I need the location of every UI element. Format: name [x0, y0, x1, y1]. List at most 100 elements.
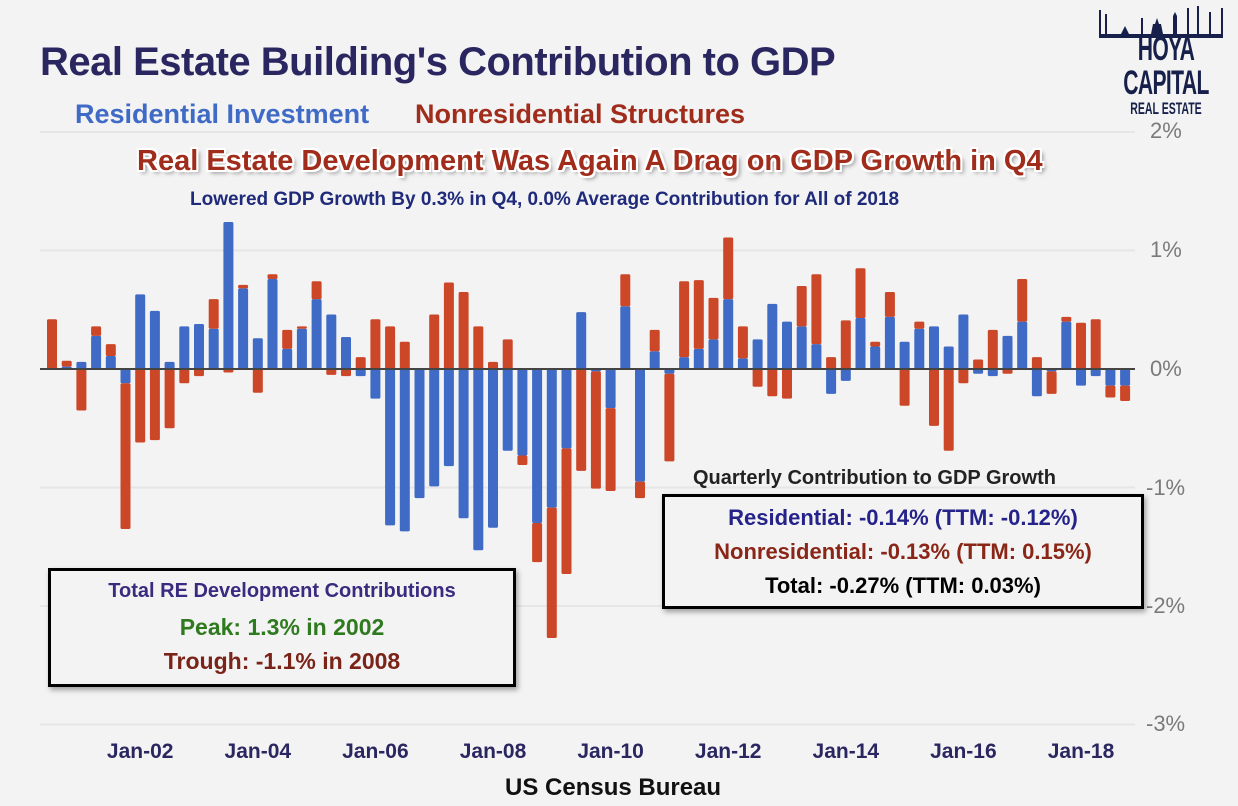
bar-nonresidential: [929, 369, 939, 426]
bar-nonresidential: [429, 314, 440, 369]
bar-nonresidential: [208, 299, 219, 329]
bar-residential: [884, 316, 895, 369]
bar-residential: [385, 369, 396, 526]
bar-nonresidential: [502, 339, 513, 369]
bar-residential: [296, 328, 307, 369]
bar-nonresidential: [737, 326, 748, 359]
bar-nonresidential: [723, 237, 734, 300]
bar-residential: [238, 288, 249, 369]
bar-nonresidential: [1090, 319, 1101, 369]
bar-residential: [914, 328, 925, 369]
bar-residential: [1090, 369, 1101, 377]
bar-residential: [767, 303, 778, 369]
y-tick-label: 2%: [1150, 118, 1182, 143]
x-tick-label: Jan-14: [812, 740, 880, 763]
bar-residential: [370, 369, 381, 399]
bar-residential: [223, 222, 234, 369]
bar-nonresidential: [958, 369, 969, 384]
y-tick-label: 0%: [1150, 356, 1182, 381]
bar-nonresidential: [973, 359, 984, 369]
totals-box-title: Total RE Development Contributions: [108, 580, 456, 602]
bar-nonresidential: [693, 280, 704, 349]
bar-residential: [649, 351, 660, 369]
bar-residential: [796, 326, 807, 369]
skyline-icon: [1099, 6, 1223, 38]
bar-nonresidential: [1031, 357, 1042, 369]
bar-nonresidential: [517, 455, 528, 465]
bar-nonresidential: [796, 286, 807, 327]
bar-nonresidential: [311, 281, 322, 300]
x-tick-label: Jan-02: [106, 740, 174, 763]
bar-nonresidential: [1002, 369, 1013, 374]
bar-residential: [1031, 369, 1042, 397]
bar-residential: [826, 369, 837, 394]
x-tick-label: Jan-12: [694, 740, 762, 763]
bar-nonresidential: [590, 371, 601, 489]
bars: [47, 222, 1131, 638]
bar-residential: [502, 369, 513, 451]
bar-nonresidential: [635, 481, 645, 499]
bar-residential: [1076, 369, 1086, 386]
bar-nonresidential: [811, 274, 822, 345]
bar-residential: [414, 369, 425, 499]
bar-nonresidential: [443, 282, 454, 369]
bar-nonresidential: [532, 523, 543, 563]
bar-residential: [811, 344, 822, 369]
bar-nonresidential: [473, 326, 484, 369]
legend-residential: Residential Investment: [75, 99, 370, 129]
bar-residential: [1061, 321, 1072, 369]
y-tick-label: 1%: [1150, 237, 1182, 262]
bar-residential: [458, 369, 469, 519]
bar-residential: [693, 348, 704, 369]
bar-nonresidential: [767, 369, 778, 397]
bar-residential: [488, 369, 498, 528]
source-label: US Census Bureau: [505, 774, 722, 801]
bar-residential: [532, 369, 543, 524]
bar-nonresidential: [855, 268, 866, 319]
bar-nonresidential: [1017, 278, 1028, 322]
bar-nonresidential: [238, 284, 249, 289]
bar-residential: [179, 326, 190, 369]
bar-nonresidential: [179, 369, 190, 384]
bar-residential: [76, 361, 87, 369]
bar-residential: [326, 314, 337, 369]
bar-nonresidential: [149, 369, 160, 441]
bar-residential: [1002, 335, 1013, 369]
chart-title: Real Estate Building's Contribution to G…: [40, 40, 836, 84]
bar-residential: [899, 341, 910, 369]
y-tick-label: -2%: [1146, 593, 1186, 618]
bar-residential: [635, 369, 645, 482]
bar-nonresidential: [1076, 322, 1086, 369]
chart-subtitle-2: Lowered GDP Growth By 0.3% in Q4, 0.0% A…: [190, 189, 900, 210]
bar-residential: [164, 361, 175, 369]
x-tick-label: Jan-04: [224, 740, 292, 763]
bar-nonresidential: [399, 341, 410, 369]
bar-nonresidential: [649, 329, 660, 352]
bar-residential: [517, 369, 528, 456]
quarterly-nonresidential: Nonresidential: -0.13% (TTM: 0.15%): [714, 539, 1092, 564]
bar-nonresidential: [752, 369, 763, 387]
bar-residential: [620, 306, 631, 369]
bar-nonresidential: [782, 369, 792, 399]
bar-nonresidential: [943, 369, 954, 451]
quarterly-total: Total: -0.27% (TTM: 0.03%): [765, 573, 1041, 598]
bar-residential: [341, 337, 351, 369]
bar-nonresidential: [326, 369, 337, 375]
chart-subtitle: Real Estate Development Was Again A Drag…: [137, 145, 1043, 177]
x-tick-label: Jan-18: [1047, 740, 1115, 763]
bar-nonresidential: [870, 341, 881, 347]
bar-residential: [105, 355, 116, 369]
bar-residential: [943, 346, 954, 369]
bar-residential: [135, 294, 146, 369]
bar-nonresidential: [899, 369, 910, 406]
hoya-capital-logo: HOYA CAPITAL REAL ESTATE: [1097, 4, 1235, 118]
bar-nonresidential: [282, 329, 293, 349]
bar-nonresidential: [370, 319, 381, 369]
y-tick-label: -3%: [1146, 711, 1186, 736]
bar-nonresidential: [1061, 316, 1072, 322]
bar-residential: [929, 326, 939, 369]
quarterly-residential: Residential: -0.14% (TTM: -0.12%): [728, 505, 1078, 530]
bar-residential: [120, 369, 131, 384]
bar-nonresidential: [840, 320, 851, 369]
